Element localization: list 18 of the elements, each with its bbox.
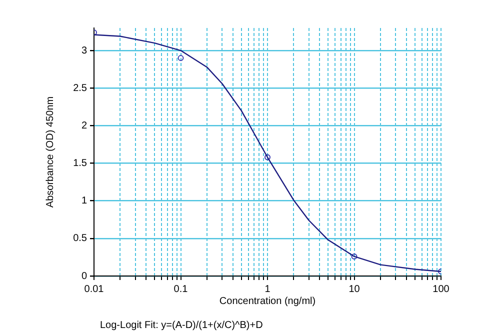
point	[178, 55, 184, 62]
x-axis-title: Concentration (ng/ml)	[219, 296, 316, 307]
y-tick-label: 0	[81, 270, 88, 282]
y-tick-label: 2	[81, 120, 88, 132]
point	[351, 253, 358, 260]
x-tick-label: 0.1	[174, 284, 188, 295]
y-tick-label: 1.5	[73, 158, 88, 170]
y-tick-label: 3	[81, 45, 88, 56]
y-tick-label: 2.5	[73, 82, 88, 94]
x-tick-label: 0.01	[84, 284, 104, 295]
y-tick-label: 0.5	[73, 233, 88, 244]
point	[264, 154, 270, 160]
x-tick-label: 1	[264, 284, 271, 295]
text: Log-Logit Fit: y=(A-D)/(1+(x/C)^B)+D	[100, 320, 263, 331]
x-tick-label: 100	[432, 284, 450, 295]
y-tick-label: 1	[81, 196, 88, 207]
x-tick-label: 10	[348, 284, 360, 295]
y-axis-title: Absorbance (OD) 450nm	[44, 96, 56, 208]
